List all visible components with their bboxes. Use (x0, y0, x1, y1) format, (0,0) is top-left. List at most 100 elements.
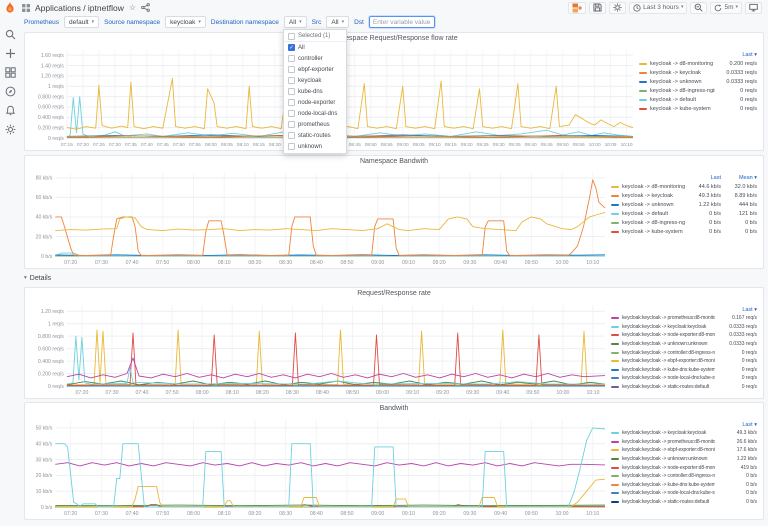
details-row-label: Details (30, 275, 51, 282)
legend-item[interactable]: keycloak -> unknown1.22 kb/s444 b/s (611, 200, 757, 209)
legend-item[interactable]: keycloak:keycloak -> ebpf-exporter:d8-mo… (611, 357, 757, 366)
series-name: keycloak -> d8-ingress-nginx (622, 220, 685, 226)
dropdown-option-ebpf-exporter[interactable]: ebpf-exporter (284, 64, 346, 75)
dropdown-option-All[interactable]: ✓All (284, 42, 346, 53)
legend-item[interactable]: keycloak -> d8-monitoring0.200 req/s (639, 59, 757, 68)
dropdown-option-keycloak[interactable]: keycloak (284, 75, 346, 86)
legend-item[interactable]: keycloak -> d8-monitoring44.6 kb/s32.0 k… (611, 182, 757, 191)
legend-item[interactable]: keycloak -> kube-system0 b/s0 b/s (611, 227, 757, 236)
legend-sort-last[interactable]: Last ▾ (715, 52, 757, 58)
grafana-logo[interactable] (3, 1, 17, 15)
variable-label-prometheus: Prometheus (24, 19, 59, 26)
time-range-picker[interactable]: Last 3 hours ▾ (629, 2, 687, 14)
panel-namespace-request-response-flow-rate: Namespace Request/Response flow rate 07:… (24, 32, 764, 151)
svg-text:1 req/s: 1 req/s (48, 84, 64, 90)
svg-text:08:10: 08:10 (226, 390, 239, 396)
legend-item[interactable]: keycloak:keycloak -> static-routes:defau… (611, 498, 757, 507)
panel-title[interactable]: Namespace Bandwith (25, 158, 763, 165)
add-panel-button[interactable] (568, 2, 586, 14)
legend-item[interactable]: keycloak -> kube-system0 req/s (639, 104, 757, 113)
dropdown-option-unknown[interactable]: unknown (284, 141, 346, 152)
variable-label-src: Src (312, 19, 322, 26)
svg-text:0 b/s: 0 b/s (41, 505, 53, 511)
legend-sort-last[interactable]: Last ▾ (715, 307, 757, 313)
legend-item[interactable]: keycloak:keycloak -> node-exporter:d8-mo… (611, 463, 757, 472)
legend-item[interactable]: keycloak:keycloak -> kube-dns:kube-syste… (611, 366, 757, 375)
breadcrumb[interactable]: Applications / iptnetflow (35, 3, 124, 13)
timeseries-chart[interactable]: 07:2007:3007:4007:5008:0008:1008:2008:30… (27, 300, 609, 396)
legend-item[interactable]: keycloak -> default0 req/s (639, 95, 757, 104)
timeseries-chart[interactable]: 07:2007:3007:4007:5008:0008:1008:2008:30… (27, 168, 609, 266)
details-row-toggle[interactable]: ▾ Details (24, 272, 51, 284)
dropdown-option-node-exporter[interactable]: node-exporter (284, 97, 346, 108)
variable-select-destination-namespace[interactable]: All▾ (284, 16, 307, 28)
dropdown-option-label: All (298, 45, 305, 51)
svg-text:1 req/s: 1 req/s (48, 321, 64, 327)
variable-value: keycloak (170, 19, 195, 26)
legend-item[interactable]: keycloak:keycloak -> keycloak:keycloak0.… (611, 323, 757, 332)
legend-item[interactable]: keycloak -> d8-ingress-nginx0 req/s (639, 86, 757, 95)
svg-text:0 req/s: 0 req/s (48, 136, 64, 142)
dashboard-settings-button[interactable] (609, 2, 626, 14)
legend-item[interactable]: keycloak:keycloak -> ebpf-exporter:d8-mo… (611, 446, 757, 455)
dropdown-option-controller[interactable]: controller (284, 53, 346, 64)
legend-item[interactable]: keycloak:keycloak -> node-local-dns:kube… (611, 374, 757, 383)
legend-item[interactable]: keycloak:keycloak -> static-routes:defau… (611, 383, 757, 392)
dropdown-option-kube-dns[interactable]: kube-dns (284, 86, 346, 97)
variable-input-dst[interactable] (369, 16, 435, 28)
variable-value: All (331, 19, 338, 26)
legend-item[interactable]: keycloak:keycloak -> unknown:unknown1.22… (611, 455, 757, 464)
dropdown-option-prometheus[interactable]: prometheus (284, 119, 346, 130)
dropdown-option-node-local-dns[interactable]: node-local-dns (284, 108, 346, 119)
variable-select-prometheus[interactable]: default▾ (64, 16, 99, 28)
legend-item[interactable]: keycloak -> default0 b/s121 b/s (611, 209, 757, 218)
series-color-dash (611, 467, 619, 469)
variable-select-src[interactable]: All▾ (326, 16, 349, 28)
legend-item[interactable]: keycloak -> d8-ingress-nginx0 b/s0 b/s (611, 218, 757, 227)
series-color-dash (611, 343, 619, 345)
dashboards-icon[interactable] (5, 67, 16, 78)
legend-item[interactable]: keycloak:keycloak -> prometheus:d8-monit… (611, 438, 757, 447)
search-icon[interactable] (5, 29, 16, 40)
svg-text:1.20 req/s: 1.20 req/s (41, 74, 64, 80)
star-icon[interactable]: ☆ (129, 4, 136, 12)
kiosk-mode-button[interactable] (745, 2, 762, 14)
explore-compass-icon[interactable] (5, 86, 16, 97)
save-dashboard-button[interactable] (589, 2, 606, 14)
refresh-button[interactable]: 5m ▾ (710, 2, 742, 14)
svg-text:1.60 req/s: 1.60 req/s (41, 53, 64, 59)
settings-gear-icon[interactable] (5, 124, 16, 135)
legend-item[interactable]: keycloak:keycloak -> node-local-dns:kube… (611, 489, 757, 498)
svg-text:09:00: 09:00 (397, 142, 409, 148)
legend-item[interactable]: keycloak -> keycloak0.0333 req/s (639, 68, 757, 77)
series-color-dash (611, 334, 619, 336)
panel-title[interactable]: Request/Response rate (25, 290, 763, 297)
legend-item[interactable]: keycloak:keycloak -> controller:d8-ingre… (611, 348, 757, 357)
timeseries-chart[interactable]: 07:2007:3007:4007:5008:0008:1008:2008:30… (27, 415, 609, 517)
dropdown-option-label: ebpf-exporter (298, 67, 334, 73)
panel-bandwith: Bandwith 07:2007:3007:4007:5008:0008:100… (24, 402, 764, 520)
create-plus-icon[interactable] (5, 48, 16, 59)
variable-select-source-namespace[interactable]: keycloak▾ (165, 16, 206, 28)
legend-sort-last[interactable]: Last (685, 175, 721, 181)
zoom-out-button[interactable] (690, 2, 707, 14)
legend-item[interactable]: keycloak:keycloak -> keycloak:keycloak49… (611, 429, 757, 438)
legend-item[interactable]: keycloak -> keycloak49.3 kb/s8.89 kb/s (611, 191, 757, 200)
legend-item[interactable]: keycloak:keycloak -> node-exporter:d8-mo… (611, 331, 757, 340)
legend-item[interactable]: keycloak:keycloak -> prometheus:d8-monit… (611, 314, 757, 323)
panel-title[interactable]: Namespace Request/Response flow rate (25, 35, 763, 42)
alerting-bell-icon[interactable] (5, 105, 16, 116)
svg-text:09:40: 09:40 (525, 142, 537, 148)
legend-item[interactable]: keycloak:keycloak -> controller:d8-ingre… (611, 472, 757, 481)
dropdown-option-static-routes[interactable]: static-routes (284, 130, 346, 141)
panel-title[interactable]: Bandwith (25, 405, 763, 412)
svg-text:09:30: 09:30 (463, 511, 476, 517)
legend-sort-last[interactable]: Last ▾ (715, 422, 757, 428)
legend-item[interactable]: keycloak -> unknown0.0333 req/s (639, 77, 757, 86)
legend-sort-mean[interactable]: Mean ▾ (721, 175, 757, 181)
legend-item[interactable]: keycloak:keycloak -> kube-dns:kube-syste… (611, 481, 757, 490)
series-value: 0 req/s (715, 375, 757, 381)
share-icon[interactable] (141, 3, 150, 12)
legend-item[interactable]: keycloak:keycloak -> unknown:unknown0.03… (611, 340, 757, 349)
svg-text:07:25: 07:25 (93, 142, 105, 148)
